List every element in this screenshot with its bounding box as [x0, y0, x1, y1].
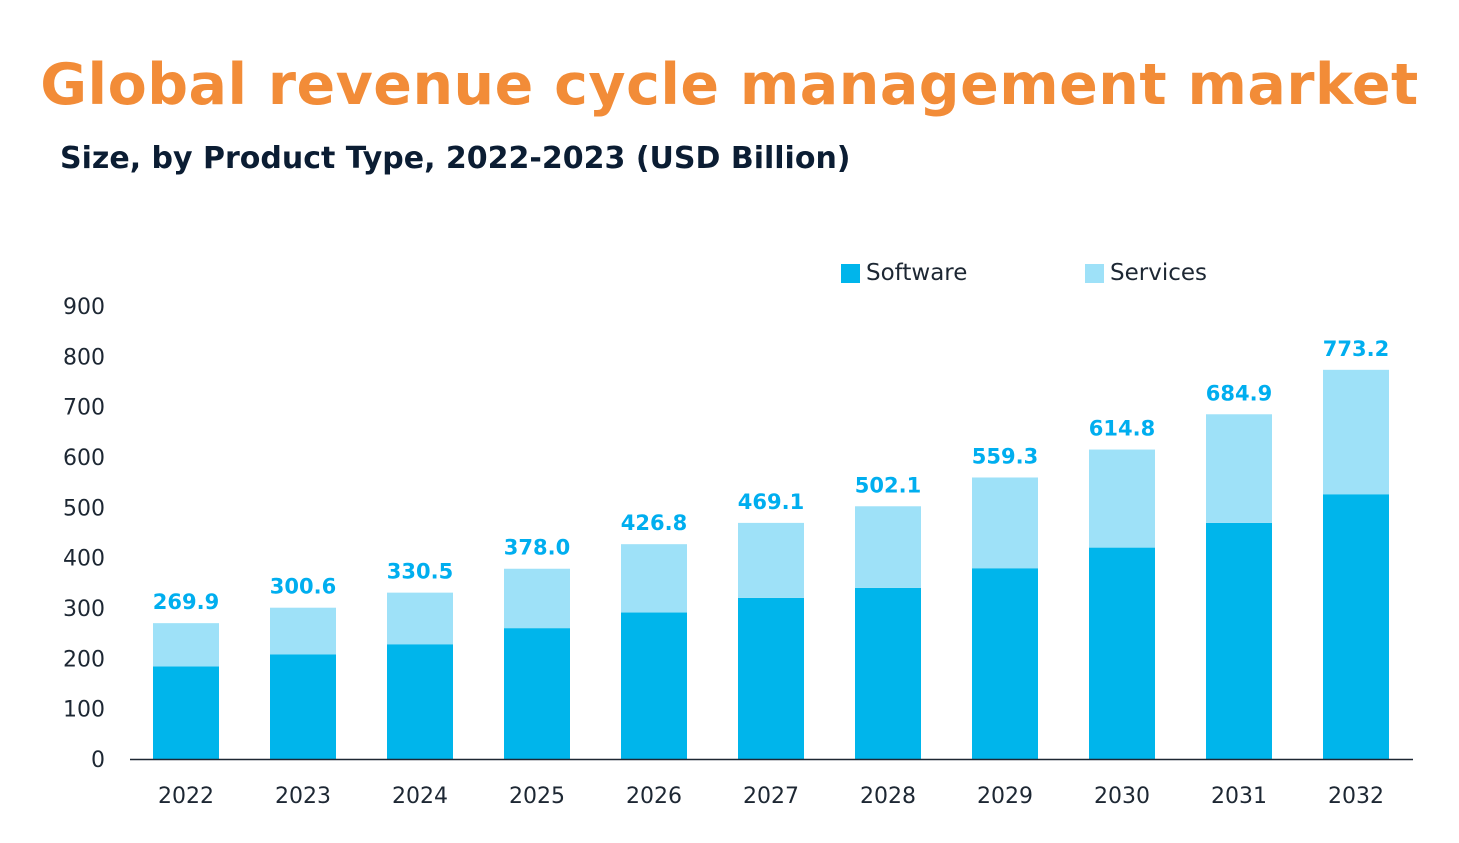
- legend-item-software: Software: [841, 258, 967, 288]
- x-tick-label: 2026: [626, 784, 682, 809]
- chart-title: Global revenue cycle management market: [40, 52, 1419, 118]
- legend-label-services: Services: [1110, 260, 1207, 286]
- bar-software: [972, 568, 1038, 759]
- bar-software: [153, 666, 219, 759]
- y-tick-label: 200: [63, 647, 105, 672]
- bar-software: [1089, 547, 1155, 759]
- bar-software: [387, 644, 453, 759]
- total-data-label: 330.5: [387, 560, 453, 584]
- x-tick-label: 2023: [275, 784, 331, 809]
- x-tick-label: 2022: [158, 784, 214, 809]
- bar-services: [855, 506, 921, 588]
- x-tick-label: 2027: [743, 784, 799, 809]
- total-data-label: 426.8: [621, 511, 687, 535]
- y-tick-label: 700: [63, 396, 105, 421]
- total-data-label: 773.2: [1323, 337, 1389, 361]
- total-data-label: 614.8: [1089, 417, 1155, 441]
- bar-services: [270, 607, 336, 655]
- bar-software: [855, 587, 921, 759]
- x-tick-label: 2025: [509, 784, 565, 809]
- bar-services: [738, 522, 804, 598]
- y-tick-label: 0: [91, 748, 105, 773]
- legend-label-software: Software: [866, 260, 968, 286]
- bar-services: [387, 592, 453, 645]
- bar-services: [1206, 414, 1272, 523]
- bar-software: [621, 612, 687, 759]
- total-data-label: 684.9: [1206, 381, 1272, 405]
- y-tick-label: 400: [63, 547, 105, 572]
- bar-software: [270, 654, 336, 759]
- total-data-label: 559.3: [972, 444, 1038, 468]
- total-data-label: 469.1: [738, 490, 804, 514]
- total-data-label: 300.6: [270, 575, 336, 599]
- y-tick-label: 300: [63, 597, 105, 622]
- bar-services: [1323, 369, 1389, 495]
- x-tick-label: 2032: [1328, 784, 1384, 809]
- x-tick-label: 2028: [860, 784, 916, 809]
- bar-services: [504, 568, 570, 629]
- total-data-label: 502.1: [855, 473, 921, 497]
- x-tick-label: 2029: [977, 784, 1033, 809]
- bar-software: [504, 628, 570, 759]
- bar-software: [738, 597, 804, 759]
- bar-services: [621, 544, 687, 613]
- total-data-label: 269.9: [153, 590, 219, 614]
- y-tick-label: 500: [63, 496, 105, 521]
- y-tick-label: 900: [63, 295, 105, 320]
- legend-item-services: Services: [1085, 258, 1207, 288]
- bar-software: [1323, 494, 1389, 759]
- x-tick-label: 2030: [1094, 784, 1150, 809]
- bar-services: [972, 477, 1038, 569]
- bar-software: [1206, 522, 1272, 759]
- total-data-label: 378.0: [504, 536, 570, 560]
- y-tick-label: 100: [63, 698, 105, 723]
- bar-services: [153, 623, 219, 667]
- legend-swatch-software: [841, 263, 860, 283]
- y-tick-label: 800: [63, 345, 105, 370]
- x-tick-label: 2024: [392, 784, 448, 809]
- x-tick-label: 2031: [1211, 784, 1267, 809]
- chart-subtitle: Size, by Product Type, 2022-2023 (USD Bi…: [60, 141, 851, 176]
- y-tick-label: 600: [63, 446, 105, 471]
- bar-services: [1089, 449, 1155, 548]
- legend-swatch-services: [1085, 263, 1104, 283]
